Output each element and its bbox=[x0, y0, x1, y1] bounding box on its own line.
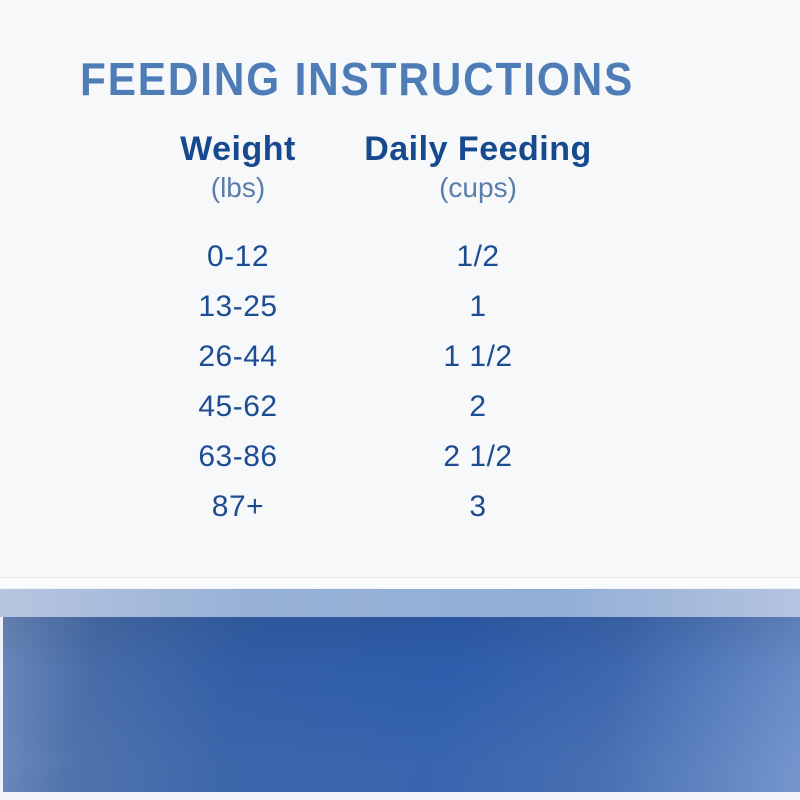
weight-range: 0-12 bbox=[206, 240, 270, 273]
daily-cups: 1 1/2 bbox=[443, 340, 513, 373]
daily-cups: 2 1/2 bbox=[443, 440, 513, 473]
dark-blue-band bbox=[0, 617, 800, 792]
table-units-row: (lbs) (cups) bbox=[118, 172, 598, 210]
unit-label-cups: (cups) bbox=[439, 172, 517, 203]
table-header-row: Weight Daily Feeding bbox=[118, 130, 598, 172]
feeding-table: Weight Daily Feeding (lbs) (cups) 0-12 1… bbox=[118, 130, 598, 532]
unit-label-lbs: (lbs) bbox=[210, 172, 266, 203]
daily-cups: 1/2 bbox=[456, 240, 500, 273]
weight-range: 13-25 bbox=[198, 290, 278, 323]
column-header-daily-feeding: Daily Feeding bbox=[364, 130, 592, 168]
bottom-white-strip bbox=[0, 792, 800, 800]
table-row: 26-44 1 1/2 bbox=[118, 332, 598, 382]
weight-range: 87+ bbox=[211, 490, 265, 523]
table-row: 87+ 3 bbox=[118, 482, 598, 532]
table-row: 0-12 1/2 bbox=[118, 232, 598, 282]
daily-cups: 2 bbox=[469, 390, 487, 423]
daily-cups: 3 bbox=[469, 490, 487, 523]
table-row: 63-86 2 1/2 bbox=[118, 432, 598, 482]
background-edge-line bbox=[0, 577, 800, 588]
weight-range: 63-86 bbox=[198, 440, 278, 473]
table-row: 45-62 2 bbox=[118, 382, 598, 432]
light-blue-band bbox=[0, 588, 800, 617]
weight-range: 45-62 bbox=[198, 390, 278, 423]
daily-cups: 1 bbox=[469, 290, 487, 323]
page-title: FEEDING INSTRUCTIONS bbox=[80, 53, 635, 105]
table-row: 13-25 1 bbox=[118, 282, 598, 332]
weight-range: 26-44 bbox=[198, 340, 278, 373]
column-header-weight: Weight bbox=[180, 130, 296, 168]
